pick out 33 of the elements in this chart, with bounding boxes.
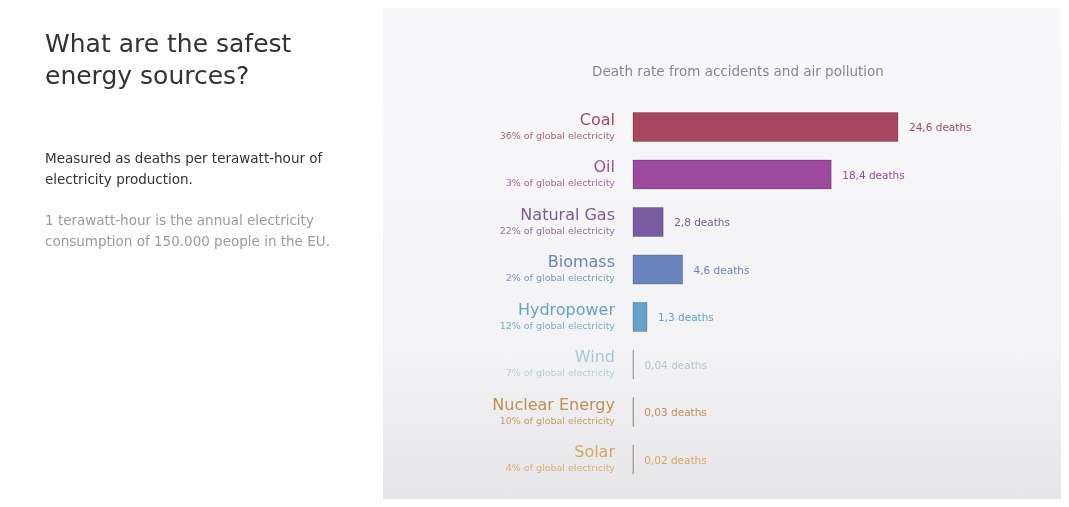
y-tick-label: Natural Gas xyxy=(520,204,615,224)
text: What are the safest energy sources? xyxy=(45,28,293,92)
data-label: 1,3 deaths xyxy=(658,311,714,323)
bar xyxy=(632,302,648,332)
data-label: 4,6 deaths xyxy=(693,263,750,276)
data-label: 24,6 deaths xyxy=(909,121,972,133)
text: 3% of global electricity xyxy=(505,177,616,189)
y-tick-label: Biomass xyxy=(547,252,615,272)
y-tick-label: Wind xyxy=(574,347,615,367)
bar xyxy=(632,207,664,237)
y-tick-label: Hydropower xyxy=(517,299,616,319)
text: 1 terawatt-hour is the annual electricity consumption of 150.000 people in the EU. xyxy=(45,211,331,251)
text: 4% of global electricity xyxy=(505,462,616,474)
y-tick-label: Solar xyxy=(574,442,616,462)
text: 12% of global electricity xyxy=(499,319,616,331)
text: 7% of global electricity xyxy=(505,367,616,379)
y-tick-label: Oil xyxy=(593,157,615,177)
text: 22% of global electricity xyxy=(499,224,616,236)
bar xyxy=(632,254,684,285)
bar xyxy=(632,112,899,142)
bar xyxy=(632,159,832,190)
data-label: 0,04 deaths xyxy=(644,358,707,371)
chart-subtitle: Death rate from accidents and air pollution xyxy=(591,63,885,79)
text: 2% of global electricity xyxy=(505,272,616,284)
data-label: 0,03 deaths xyxy=(644,406,707,418)
y-tick-label: Coal xyxy=(579,109,615,129)
data-label: 0,02 deaths xyxy=(644,453,707,466)
text: 10% of global electricity xyxy=(499,414,616,426)
text: 36% of global electricity xyxy=(499,129,616,141)
data-label: 2,8 deaths xyxy=(674,216,731,228)
data-label: 18,4 deaths xyxy=(842,168,905,181)
text: Measured as deaths per terawatt-hour of electricity production. xyxy=(45,149,324,189)
y-tick-label: Nuclear Energy xyxy=(492,394,615,414)
